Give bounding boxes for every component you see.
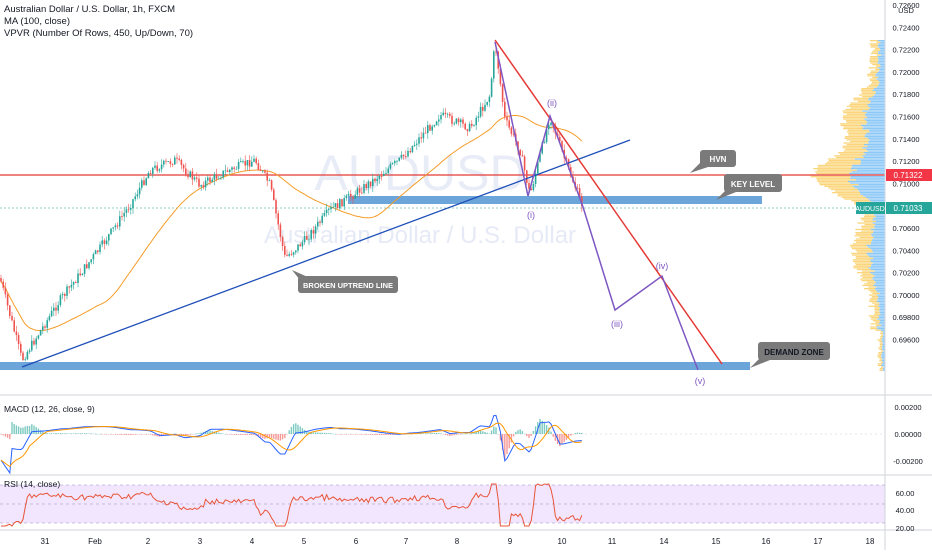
price-tick-label: 0.71600 <box>892 113 919 122</box>
time-tick-label: 17 <box>814 537 823 546</box>
rsi-tick-label: 20.00 <box>896 524 915 533</box>
time-tick-label: 15 <box>712 537 721 546</box>
price-tick-label: 0.72200 <box>892 46 919 55</box>
hvn-price-text: 0.71322 <box>894 171 923 180</box>
wave-label-iv: (iv) <box>656 261 669 271</box>
price-tick-label: 0.70600 <box>892 224 919 233</box>
time-tick-label: 7 <box>404 537 409 546</box>
rsi-tick-label: 60.00 <box>896 489 915 498</box>
resistance-line[interactable] <box>494 39 723 365</box>
volume-profile <box>809 40 885 371</box>
price-axis[interactable]: 0.72600 0.72400 0.72200 0.72000 0.71800 0.716… <box>892 1 919 345</box>
rsi-label[interactable]: RSI (14, close) <box>4 479 61 489</box>
time-tick-label: Feb <box>88 537 102 546</box>
macd-tick-label: 0.00000 <box>894 430 921 439</box>
price-tick-label: 0.71200 <box>892 157 919 166</box>
time-tick-label: 16 <box>762 537 771 546</box>
time-tick-label: 5 <box>302 537 307 546</box>
demand-zone-callout-text: DEMAND ZONE <box>764 348 824 357</box>
time-tick-label: 10 <box>558 537 567 546</box>
rsi-line <box>1 483 583 527</box>
price-tick-label: 0.69800 <box>892 313 919 322</box>
macd-axis: 0.00200 0.00000 -0.00200 <box>893 403 923 466</box>
time-tick-label: 6 <box>354 537 359 546</box>
currency-label: USD <box>898 6 914 15</box>
demand-zone-callout[interactable]: DEMAND ZONE <box>750 342 830 368</box>
price-tick-label: 0.72400 <box>892 23 919 32</box>
wave-label-v: (v) <box>695 376 706 386</box>
vpvr-indicator-label[interactable]: VPVR (Number Of Rows, 450, Up/Down, 70) <box>4 28 194 39</box>
key-level-callout-text: KEY LEVEL <box>731 180 775 189</box>
price-tick-label: 0.69600 <box>892 336 919 345</box>
symbol-badge-text: AUDUSD <box>855 206 885 213</box>
time-tick-label: 3 <box>198 537 203 546</box>
moving-average-line <box>0 114 583 331</box>
symbol-badge: AUDUSD <box>855 202 885 214</box>
time-tick-label: 31 <box>41 537 50 546</box>
macd-histogram <box>0 418 583 459</box>
last-price-badge: 0.71033 <box>886 202 932 214</box>
hvn-callout[interactable]: HVN <box>690 150 736 173</box>
hvn-price-badge: 0.71322 <box>886 169 932 181</box>
wave-label-ii: (ii) <box>547 98 557 108</box>
macd-tick-label: 0.00200 <box>894 403 921 412</box>
macd-label[interactable]: MACD (12, 26, close, 9) <box>4 404 95 414</box>
time-tick-label: 11 <box>608 537 617 546</box>
hvn-callout-text: HVN <box>710 155 727 164</box>
price-tick-label: 0.70200 <box>892 269 919 278</box>
price-tick-label: 0.72000 <box>892 68 919 77</box>
last-price-text: 0.71033 <box>894 204 923 213</box>
time-tick-label: 18 <box>866 537 875 546</box>
price-tick-label: 0.70000 <box>892 291 919 300</box>
chart-title: Australian Dollar / U.S. Dollar, 1h, FXC… <box>4 4 176 15</box>
wave-label-i: (i) <box>527 210 535 220</box>
time-tick-label: 9 <box>508 537 513 546</box>
rsi-tick-label: 40.00 <box>896 506 915 515</box>
wave-label-iii: (iii) <box>611 319 623 329</box>
elliott-wave-projection[interactable] <box>494 41 699 371</box>
rsi-band <box>0 485 885 523</box>
key-level-zone[interactable] <box>348 196 762 204</box>
uptrend-line[interactable] <box>21 139 631 368</box>
key-level-callout[interactable]: KEY LEVEL <box>716 174 782 200</box>
rsi-axis: 60.00 40.00 20.00 <box>896 489 915 533</box>
time-tick-label: 8 <box>455 537 460 546</box>
price-tick-label: 0.72600 <box>892 1 919 10</box>
time-tick-label: 14 <box>660 537 669 546</box>
watermark-symbol: AUDUSD <box>314 145 525 201</box>
demand-zone[interactable] <box>0 362 750 370</box>
price-tick-label: 0.71800 <box>892 90 919 99</box>
price-tick-label: 0.71400 <box>892 135 919 144</box>
watermark-name: Australian Dollar / U.S. Dollar <box>264 222 576 249</box>
price-tick-label: 0.70400 <box>892 246 919 255</box>
time-tick-label: 2 <box>146 537 151 546</box>
time-axis[interactable]: 31 Feb 2 3 4 5 6 7 8 9 10 11 14 15 16 17 18 <box>41 537 875 546</box>
macd-tick-label: -0.00200 <box>893 457 923 466</box>
broken-uptrend-callout[interactable]: BROKEN UPTREND LINE <box>292 270 398 293</box>
ma-indicator-label[interactable]: MA (100, close) <box>4 16 70 27</box>
time-tick-label: 4 <box>250 537 255 546</box>
price-tick-label: 0.71000 <box>892 179 919 188</box>
broken-uptrend-callout-text: BROKEN UPTREND LINE <box>303 281 393 290</box>
macd-signal-line <box>0 422 582 468</box>
